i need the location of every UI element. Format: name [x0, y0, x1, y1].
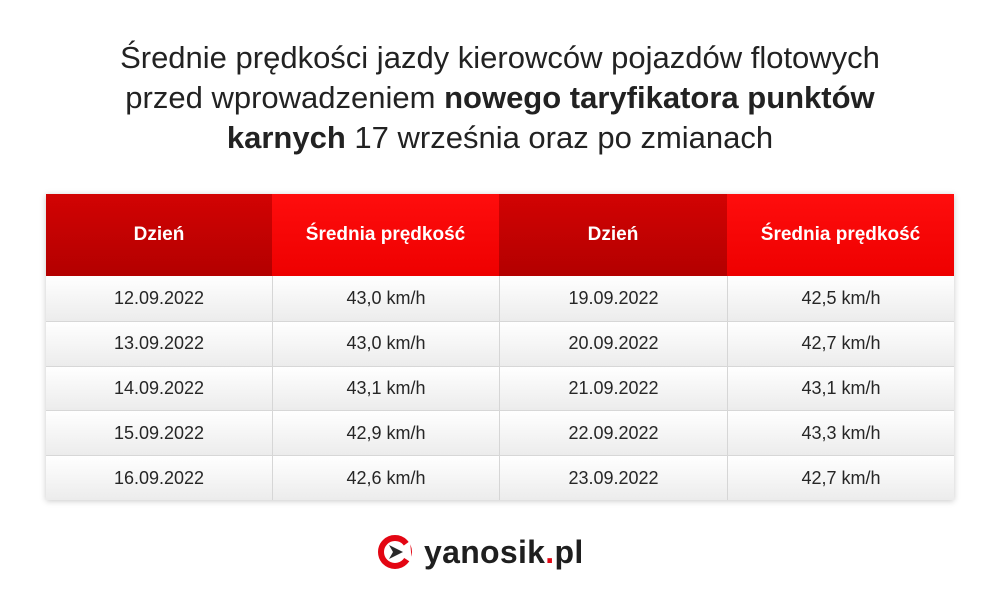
cell-speed-before: 42,9 km/h	[272, 411, 499, 456]
cell-day-after: 21.09.2022	[499, 366, 727, 411]
cell-day-after: 22.09.2022	[499, 411, 727, 456]
brand-logo: yanosik.pl	[376, 528, 584, 576]
table-row: 15.09.2022 42,9 km/h 22.09.2022 43,3 km/…	[46, 410, 954, 456]
header-day-after: Dzień	[499, 194, 727, 276]
cell-day-after: 19.09.2022	[499, 276, 727, 321]
cell-speed-before: 43,1 km/h	[272, 366, 499, 411]
header-speed-before: Średnia prędkość	[272, 194, 499, 276]
cell-day-before: 16.09.2022	[46, 456, 272, 500]
cell-speed-before: 42,6 km/h	[272, 456, 499, 500]
title-bold-2: karnych	[226, 120, 346, 155]
title-line-2: przed wprowadzeniem nowego taryfikatora …	[125, 80, 875, 115]
table-row: 16.09.2022 42,6 km/h 23.09.2022 42,7 km/…	[46, 455, 954, 500]
title-line-1: Średnie prędkości jazdy kierowców pojazd…	[120, 40, 880, 75]
cell-speed-before: 43,0 km/h	[272, 321, 499, 366]
cell-speed-before: 43,0 km/h	[272, 276, 499, 321]
cell-day-after: 23.09.2022	[499, 456, 727, 500]
cell-day-after: 20.09.2022	[499, 321, 727, 366]
yanosik-logo-icon	[378, 535, 412, 569]
cell-day-before: 15.09.2022	[46, 411, 272, 456]
cell-day-before: 12.09.2022	[46, 276, 272, 321]
table-body: 12.09.2022 43,0 km/h 19.09.2022 42,5 km/…	[46, 276, 954, 500]
header-speed-after: Średnia prędkość	[727, 194, 954, 276]
title-line-3: karnych 17 września oraz po zmianach	[226, 120, 774, 155]
table-row: 13.09.2022 43,0 km/h 20.09.2022 42,7 km/…	[46, 320, 954, 366]
cell-speed-after: 42,7 km/h	[727, 321, 954, 366]
cell-speed-after: 43,1 km/h	[727, 366, 954, 411]
cell-day-before: 13.09.2022	[46, 321, 272, 366]
cell-speed-after: 43,3 km/h	[727, 411, 954, 456]
cell-day-before: 14.09.2022	[46, 366, 272, 411]
table-row: 12.09.2022 43,0 km/h 19.09.2022 42,5 km/…	[46, 276, 954, 321]
chart-title: Średnie prędkości jazdy kierowców pojazd…	[0, 38, 1000, 158]
cell-speed-after: 42,5 km/h	[727, 276, 954, 321]
header-day-before: Dzień	[46, 194, 272, 276]
title-bold: nowego taryfikatora punktów	[444, 80, 875, 115]
table-row: 14.09.2022 43,1 km/h 21.09.2022 43,1 km/…	[46, 365, 954, 411]
cell-speed-after: 42,7 km/h	[727, 456, 954, 500]
speed-table: Dzień Średnia prędkość Dzień Średnia prę…	[46, 194, 954, 500]
table-header: Dzień Średnia prędkość Dzień Średnia prę…	[46, 194, 954, 276]
logo-wordmark: yanosik.pl	[424, 533, 584, 570]
